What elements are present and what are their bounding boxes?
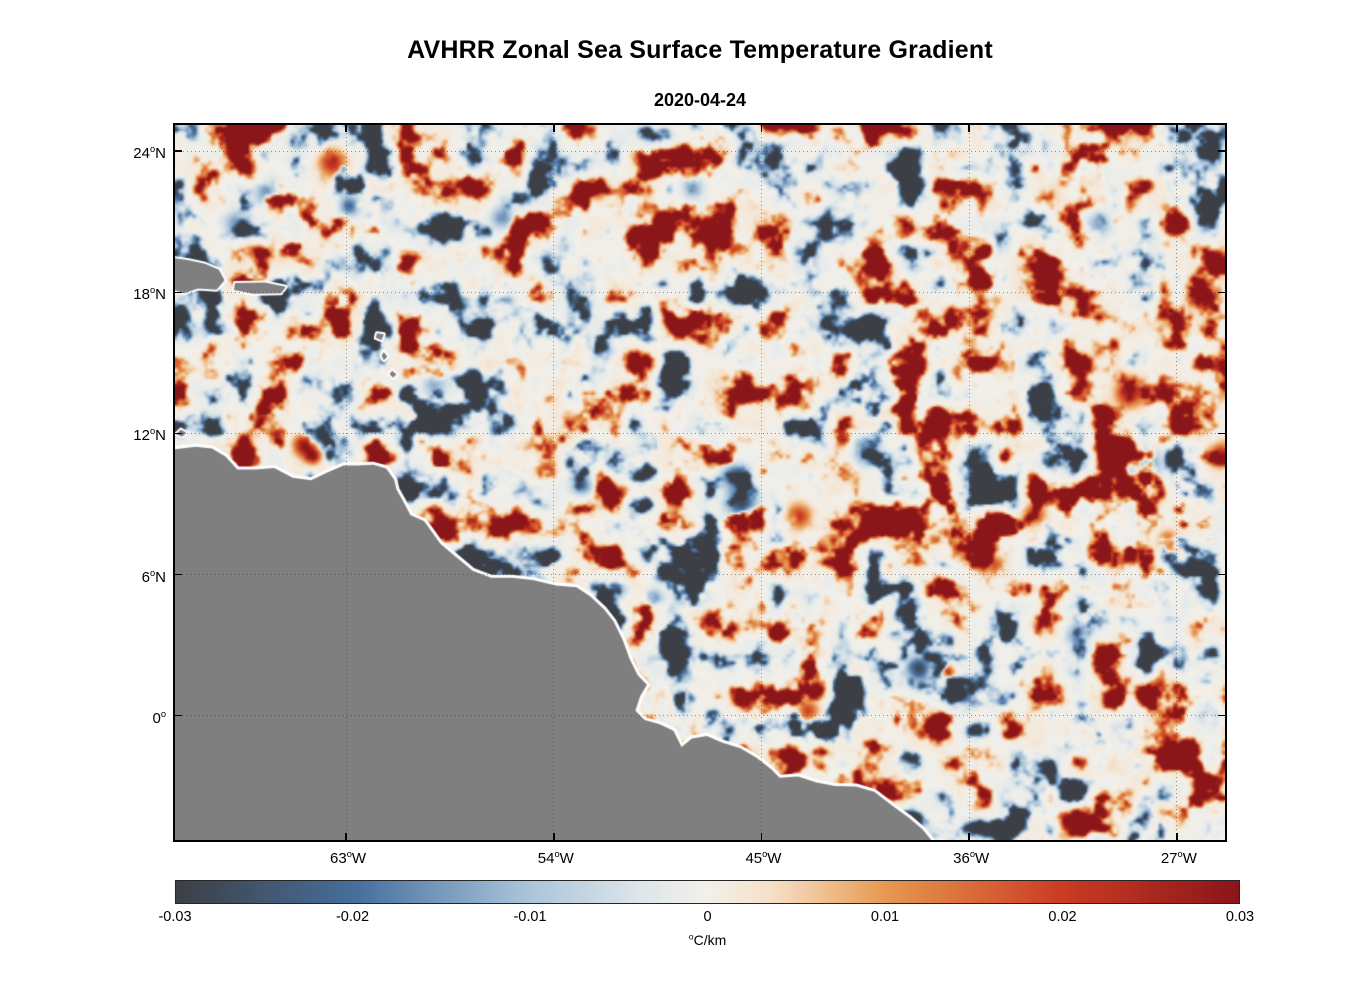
x-axis-tick-label: 27oW (1160, 849, 1197, 867)
map-plot-area (173, 123, 1227, 842)
colorbar-tick-label: -0.01 (513, 909, 547, 925)
colorbar (175, 880, 1240, 904)
colorbar-tick-label: 0.03 (1225, 909, 1255, 925)
y-axis-tick-label: 12oN (133, 426, 166, 445)
x-axis-tick-label: 45oW (745, 849, 782, 867)
y-axis-tick-label: 18oN (133, 285, 166, 304)
x-axis-tick-label: 54oW (537, 849, 574, 867)
x-axis-tick-label: 36oW (953, 849, 990, 867)
colorbar-tick-label: 0.02 (1048, 909, 1077, 925)
y-axis-tick-label: 6oN (141, 567, 166, 586)
y-axis-tick-label: 0o (152, 708, 166, 727)
x-axis-tick-label: 63oW (330, 849, 367, 867)
colorbar-tick-label: -0.02 (335, 909, 370, 925)
colorbar-tick-label: 0.01 (870, 909, 900, 925)
colorbar-unit-label: oC/km (688, 931, 727, 948)
figure-subtitle: 2020-04-24 (653, 90, 747, 110)
sst-gradient-heatmap-canvas (175, 125, 1225, 840)
figure-title: AVHRR Zonal Sea Surface Temperature Grad… (407, 36, 993, 64)
y-axis-tick-label: 24oN (133, 144, 166, 163)
colorbar-tick-label: 0 (703, 909, 712, 925)
colorbar-tick-label: -0.03 (158, 909, 192, 925)
